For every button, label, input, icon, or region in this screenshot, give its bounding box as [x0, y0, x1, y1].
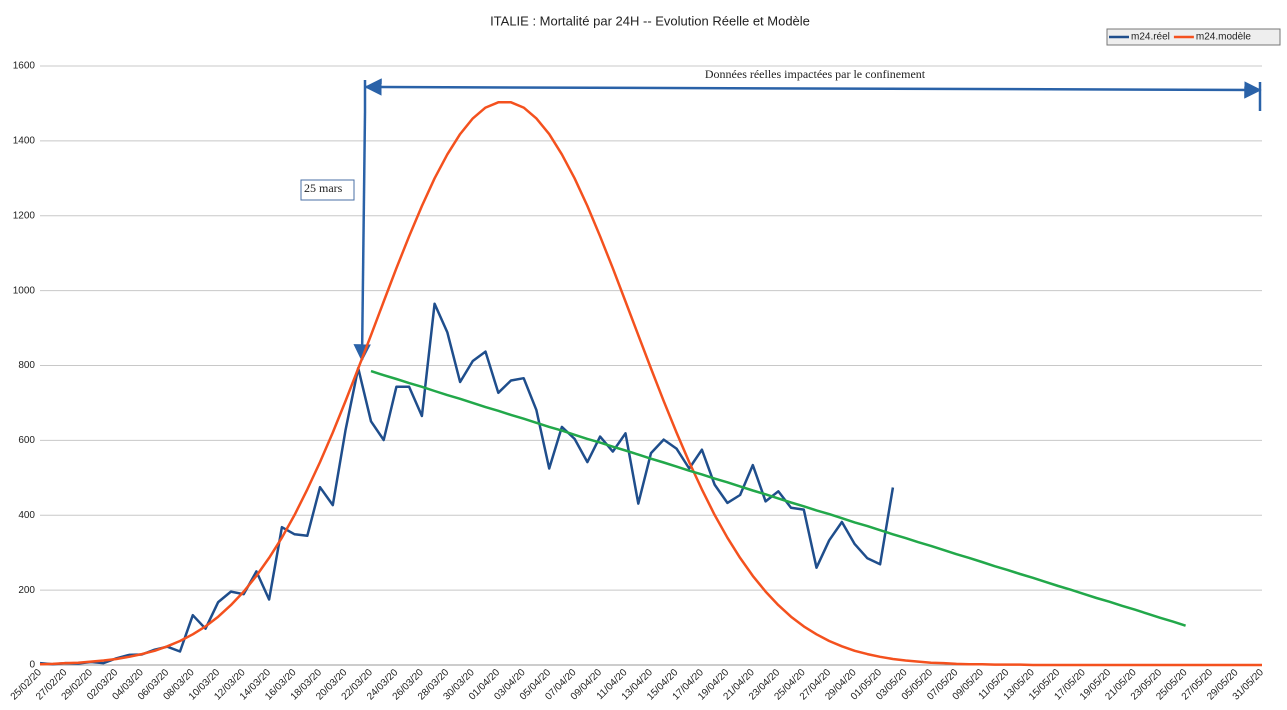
- legend-label: m24.modèle: [1196, 32, 1251, 43]
- y-tick-label: 600: [18, 435, 35, 446]
- y-tick-label: 800: [18, 360, 35, 371]
- series-line: [39, 101, 1262, 667]
- y-tick-label: 1000: [13, 285, 36, 296]
- annotation-arrow: [353, 111, 371, 362]
- annotation-arrow: [364, 78, 1262, 99]
- legend: m24.réel m24.modèle: [1106, 28, 1281, 46]
- annotation-text: 25 mars: [304, 181, 343, 195]
- y-tick-label: 1200: [13, 210, 36, 221]
- y-tick-label: 1600: [13, 61, 36, 72]
- annotation-text: Données réelles impactées par le confine…: [705, 67, 926, 81]
- legend-label: m24.réel: [1131, 32, 1170, 43]
- series-line: [39, 302, 895, 666]
- series-line: [370, 369, 1186, 627]
- annotation-box: [300, 179, 355, 201]
- y-tick-label: 1400: [13, 136, 36, 147]
- y-tick-label: 400: [18, 510, 35, 521]
- y-tick-label: 200: [18, 585, 35, 596]
- y-tick-label: 0: [29, 660, 35, 671]
- chart-title: ITALIE : Mortalité par 24H -- Evolution …: [490, 13, 810, 28]
